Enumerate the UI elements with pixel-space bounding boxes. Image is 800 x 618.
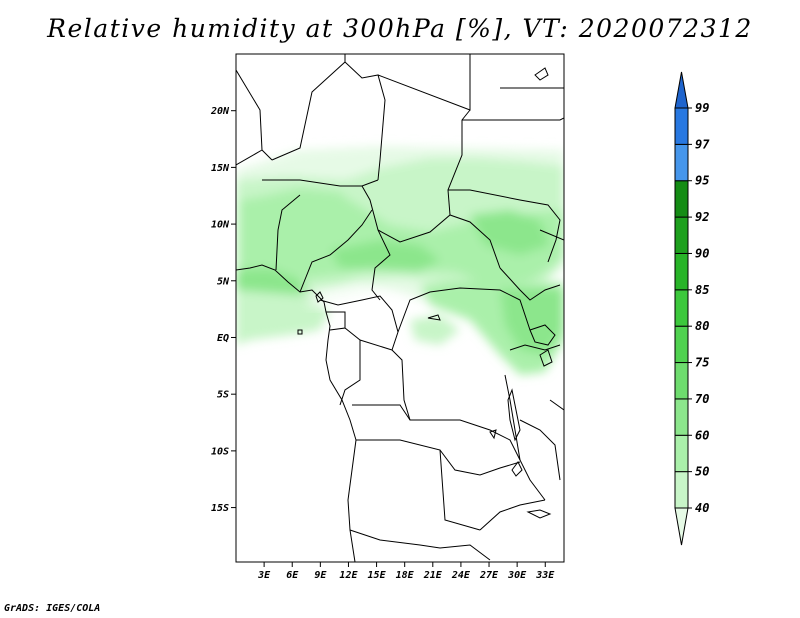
colorbar-bin (674, 434, 689, 473)
colorbar-label: 75 (695, 356, 709, 370)
humidity-area-ne (470, 210, 550, 255)
lon-label: 24E (451, 570, 471, 581)
humidity-shading (236, 146, 564, 375)
colorbar-bin (674, 180, 689, 218)
lon-label: 9E (314, 570, 327, 581)
colorbar-bin (674, 107, 689, 145)
humidity-area-central (330, 240, 440, 272)
colorbar-label: 99 (695, 101, 709, 115)
lon-label: 33E (535, 570, 555, 581)
colorbar-label: 40 (695, 501, 709, 515)
colorbar-label: 80 (695, 319, 709, 333)
colorbar-label: 85 (695, 283, 709, 297)
colorbar-label: 90 (695, 246, 709, 260)
lon-label: 21E (423, 570, 443, 581)
lat-label: 5S (217, 390, 229, 401)
colorbar-label: 70 (695, 392, 709, 406)
colorbar-bin (674, 71, 689, 109)
colorbar-bin (674, 325, 689, 364)
humidity-area-nw (268, 188, 360, 235)
lat-label: 15S (211, 503, 229, 514)
humidity-area-50b (236, 290, 330, 345)
colorbar-label: 95 (695, 174, 709, 188)
colorbar-bin (674, 289, 689, 327)
lat-label: 10S (211, 446, 229, 457)
lat-label: 20N (210, 106, 230, 117)
colorbar-label: 50 (695, 465, 709, 479)
lat-label: 10N (211, 220, 230, 231)
map-title: Relative humidity at 300hPa [%], VT: 202… (47, 14, 753, 43)
lat-label: 15N (211, 163, 230, 174)
lon-label: 30E (507, 570, 527, 581)
lon-label: 18E (396, 570, 415, 581)
colorbar-label: 97 (695, 137, 710, 151)
map-frame (235, 53, 565, 563)
colorbar-bin (674, 143, 689, 182)
colorbar-bin (674, 507, 689, 546)
colorbar: 40 50 60 70 75 80 85 90 92 95 97 99 (674, 71, 710, 546)
lon-label: 3E (257, 570, 271, 581)
longitude-axis: 3E 6E 9E 12E 15E 18E 21E 24E 27E 30E 33E (257, 562, 555, 581)
lat-label: 5N (217, 276, 230, 287)
lat-label: EQ (217, 333, 229, 344)
colorbar-bin (674, 252, 689, 291)
country-borders (236, 54, 564, 562)
colorbar-label: 60 (695, 428, 709, 442)
colorbar-label: 92 (695, 210, 709, 224)
lon-label: 6E (286, 570, 299, 581)
latitude-axis: 20N 15N 10N 5N EQ 5S 10S 15S (210, 106, 236, 514)
lon-label: 12E (339, 570, 358, 581)
lon-label: 15E (368, 570, 387, 581)
colorbar-bin (674, 471, 689, 509)
colorbar-bin (674, 216, 689, 254)
lon-label: 27E (479, 570, 499, 581)
colorbar-bin (674, 362, 689, 400)
grads-credit: GrADS: IGES/COLA (4, 603, 101, 614)
humidity-area-east-inner (500, 288, 564, 355)
colorbar-bin (674, 398, 689, 436)
humidity-area-central-small (410, 315, 460, 345)
